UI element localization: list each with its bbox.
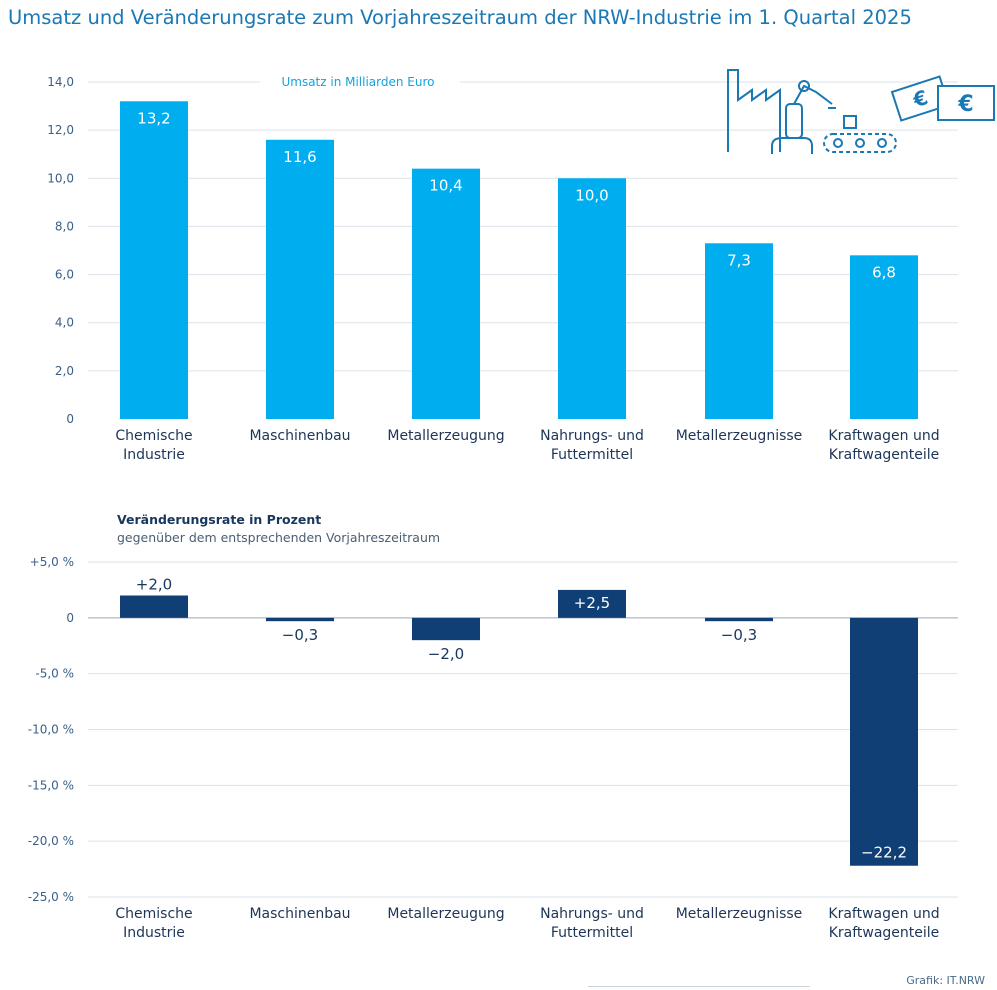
x-tick-label: Industrie bbox=[123, 925, 185, 941]
y-tick-label: -10,0 % bbox=[28, 723, 74, 737]
x-tick-label: Maschinenbau bbox=[249, 906, 350, 922]
y-tick-label: +5,0 % bbox=[30, 555, 74, 569]
data-label: 6,8 bbox=[872, 263, 896, 281]
change-rate-bar bbox=[558, 589, 626, 618]
y-tick-label: 0 bbox=[66, 611, 74, 625]
x-tick-label: Futtermittel bbox=[551, 447, 633, 463]
svg-text:€: € bbox=[957, 92, 973, 117]
data-label: +2,0 bbox=[136, 576, 172, 594]
revenue-bar bbox=[266, 139, 334, 419]
revenue-bar bbox=[412, 168, 480, 419]
y-tick-label: 10,0 bbox=[47, 171, 74, 185]
x-tick-label: Futtermittel bbox=[551, 925, 633, 941]
data-label: +2,5 bbox=[574, 594, 610, 612]
revenue-bar bbox=[558, 178, 626, 419]
change-rate-bar-chart: Veränderungsrate in Prozent gegenüber dem… bbox=[28, 512, 958, 941]
change-rate-bar bbox=[850, 617, 918, 866]
x-tick-label: Chemische bbox=[115, 906, 192, 922]
chart-title: Umsatz in Milliarden Euro bbox=[281, 75, 434, 89]
change-rate-bar bbox=[705, 617, 773, 622]
change-rate-bar bbox=[412, 617, 480, 641]
x-tick-label: Kraftwagenteile bbox=[829, 925, 940, 941]
y-tick-label: -25,0 % bbox=[28, 890, 74, 904]
change-rate-bar bbox=[266, 617, 334, 622]
chart-title: Veränderungsrate in Prozent bbox=[117, 512, 321, 527]
footer-divider bbox=[588, 986, 810, 987]
x-tick-label: Metallerzeugung bbox=[387, 906, 504, 922]
x-tick-label: Nahrungs- und bbox=[540, 428, 644, 444]
y-tick-label: -5,0 % bbox=[35, 667, 74, 681]
x-tick-label: Maschinenbau bbox=[249, 428, 350, 444]
x-tick-label: Kraftwagen und bbox=[828, 428, 939, 444]
source-note: Grafik: IT.NRW bbox=[906, 974, 985, 987]
industry-illustration: € € bbox=[727, 69, 995, 154]
change-rate-bar bbox=[120, 595, 188, 618]
x-tick-label: Industrie bbox=[123, 447, 185, 463]
revenue-bar bbox=[850, 255, 918, 419]
y-tick-label: 6,0 bbox=[55, 268, 74, 282]
data-label: 10,0 bbox=[575, 186, 608, 204]
revenue-bar-chart: 0 2,0 4,0 6,0 8,0 10,0 12,0 14,0 Umsatz in Milli… bbox=[47, 72, 958, 463]
robot-arm-icon bbox=[771, 80, 836, 154]
y-tick-label: 14,0 bbox=[47, 75, 74, 89]
y-tick-label: 12,0 bbox=[47, 123, 74, 137]
data-label: 7,3 bbox=[727, 251, 751, 269]
unit-label-background bbox=[260, 72, 460, 92]
y-tick-label: -20,0 % bbox=[28, 834, 74, 848]
x-tick-label: Metallerzeugnisse bbox=[676, 428, 803, 444]
x-tick-label: Metallerzeugnisse bbox=[676, 906, 803, 922]
data-label: −0,3 bbox=[282, 626, 318, 644]
data-label: 10,4 bbox=[429, 177, 462, 195]
y-tick-label: 4,0 bbox=[55, 316, 74, 330]
page-title: Umsatz und Veränderungsrate zum Vorjahre… bbox=[8, 6, 912, 29]
data-label: 13,2 bbox=[137, 109, 170, 127]
data-label: −22,2 bbox=[861, 844, 907, 862]
svg-text:€: € bbox=[909, 85, 931, 112]
y-tick-label: 2,0 bbox=[55, 364, 74, 378]
x-tick-label: Kraftwagen und bbox=[828, 906, 939, 922]
revenue-bar bbox=[120, 101, 188, 419]
y-tick-label: 8,0 bbox=[55, 219, 74, 233]
x-tick-label: Metallerzeugung bbox=[387, 428, 504, 444]
y-tick-label: 0 bbox=[66, 412, 74, 426]
data-label: −2,0 bbox=[428, 645, 464, 663]
data-label: −0,3 bbox=[721, 626, 757, 644]
y-tick-label: -15,0 % bbox=[28, 778, 74, 792]
factory-icon bbox=[727, 69, 781, 152]
revenue-bar bbox=[705, 243, 773, 419]
x-tick-label: Chemische bbox=[115, 428, 192, 444]
conveyor-belt-icon bbox=[823, 115, 897, 153]
euro-banknote-icon: € bbox=[937, 85, 995, 121]
chart-subtitle: gegenüber dem entsprechenden Vorjahresze… bbox=[117, 530, 440, 545]
x-tick-label: Kraftwagenteile bbox=[829, 447, 940, 463]
data-label: 11,6 bbox=[283, 148, 316, 166]
x-tick-label: Nahrungs- und bbox=[540, 906, 644, 922]
